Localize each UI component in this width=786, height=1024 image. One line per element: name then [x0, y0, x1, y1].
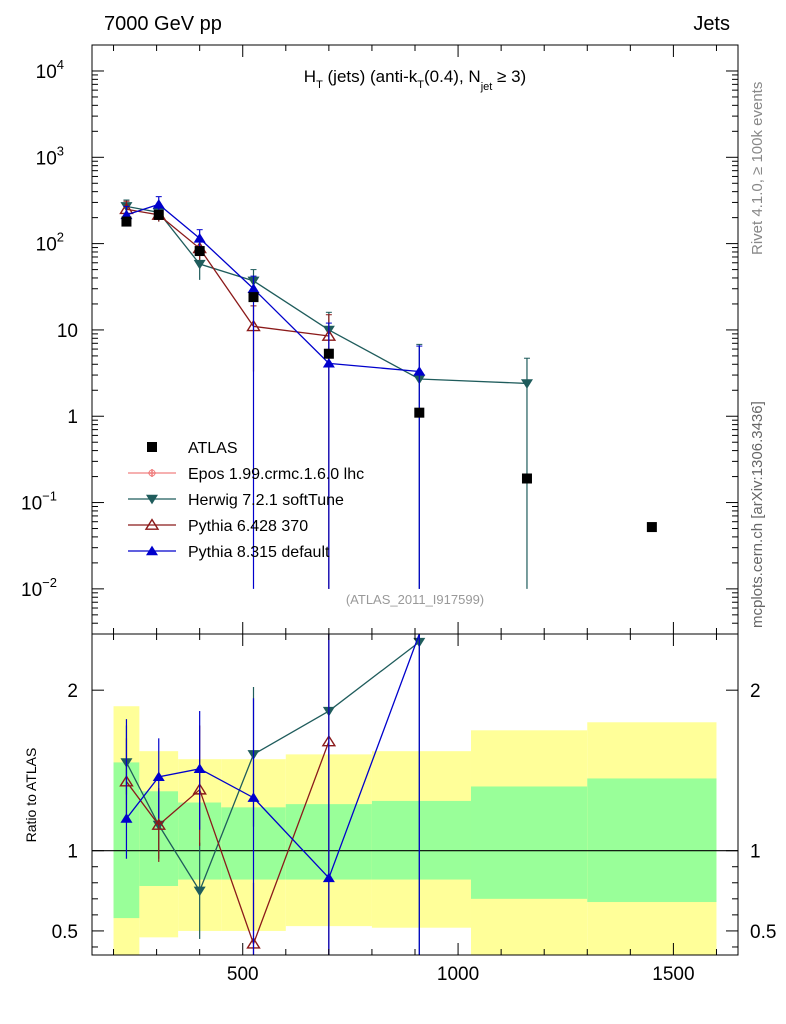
atlas-point	[153, 209, 164, 220]
main-point	[413, 366, 426, 376]
legend-entry-3: Pythia 6.428 370	[128, 518, 308, 535]
green-band-7	[587, 778, 717, 903]
legend-label-1: Epos 1.99.crmc.1.6.0 lhc	[188, 466, 364, 483]
analysis-tag: (ATLAS_2011_I917599)	[346, 592, 484, 607]
legend-label-2: Herwig 7.2.1 softTune	[188, 492, 344, 509]
ratio-tick-right: 1	[750, 842, 761, 863]
ratio-point	[322, 872, 335, 883]
y-tick-label: 103	[36, 143, 64, 169]
atlas-point	[121, 216, 132, 227]
y-tick-label: 10−2	[21, 575, 57, 601]
header-right: Jets	[693, 13, 730, 35]
y-tick-label: 1	[67, 407, 78, 428]
main-point	[193, 232, 206, 243]
legend-label-3: Pythia 6.428 370	[188, 518, 308, 535]
rivet-label: Rivet 4.1.0, ≥ 100k events	[749, 82, 766, 255]
legend-entry-2: Herwig 7.2.1 softTune	[128, 492, 344, 509]
ratio-series-line-1	[125, 641, 420, 893]
atlas-point	[323, 348, 334, 359]
legend-entry-1: Epos 1.99.crmc.1.6.0 lhc	[128, 466, 364, 483]
green-band-5	[371, 800, 471, 880]
legend-label-4: Pythia 8.315 default	[188, 544, 330, 561]
atlas-point	[248, 292, 259, 303]
legend-label-0: ATLAS	[188, 440, 238, 457]
main-point	[193, 259, 206, 270]
ratio-tick-left: 2	[67, 681, 78, 702]
main-series-line-3	[126, 203, 420, 373]
ratio-series-line-3	[125, 633, 420, 880]
legend-marker-4	[146, 545, 158, 556]
ratio-tick-right: 2	[750, 681, 761, 702]
legend-entry-0: ATLAS	[147, 440, 238, 457]
uncertainty-bands	[92, 706, 738, 955]
ratio-tick-right: 0.5	[750, 922, 776, 943]
mcplots-label: mcplots.cern.ch [arXiv:1306.3436]	[749, 401, 766, 628]
y-tick-label: 10	[57, 321, 78, 342]
ratio-tick-left: 1	[67, 842, 78, 863]
header-left: 7000 GeV pp	[104, 13, 222, 35]
ratio-point	[247, 792, 260, 802]
main-point	[247, 283, 260, 293]
legend: ATLAS Epos 1.99.crmc.1.6.0 lhc Herwig 7.2.…	[128, 440, 364, 561]
legend-marker-0	[147, 442, 157, 452]
atlas-point	[414, 407, 425, 418]
atlas-point	[521, 473, 532, 484]
ratio-point	[193, 886, 206, 897]
ratio-point	[151, 818, 167, 830]
atlas-point	[194, 246, 205, 257]
green-band-6	[470, 786, 588, 899]
legend-entry-4: Pythia 8.315 default	[128, 544, 330, 561]
main-series-3	[120, 196, 426, 589]
x-tick-label: 1500	[652, 964, 694, 985]
ratio-point	[193, 763, 206, 774]
y-tick-label: 102	[36, 230, 64, 256]
atlas-point	[646, 522, 657, 533]
x-tick-label: 1000	[437, 964, 479, 985]
main-series-1	[120, 199, 533, 589]
main-point	[520, 379, 533, 389]
ratio-plot	[119, 633, 426, 955]
main-plot	[119, 196, 657, 589]
ratio-tick-left: 0.5	[52, 922, 78, 943]
chart-title: HT (jets) (anti-kT(0.4), Njet ≥ 3)	[304, 67, 526, 93]
y-tick-label: 104	[36, 57, 64, 83]
ratio-point	[152, 771, 165, 782]
ratio-series-3	[120, 633, 420, 955]
legend-marker-2	[146, 494, 158, 505]
ratio-ylabel: Ratio to ATLAS	[23, 748, 39, 843]
x-tick-label: 500	[227, 964, 259, 985]
legend-marker-3	[144, 518, 160, 530]
main-point	[322, 357, 335, 368]
y-tick-label: 10−1	[21, 489, 57, 515]
ratio-point	[120, 813, 133, 823]
main-point	[152, 198, 165, 209]
